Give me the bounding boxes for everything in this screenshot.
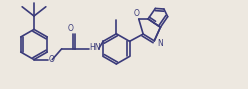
Text: N: N (157, 39, 162, 48)
Text: O: O (48, 55, 54, 64)
Text: HN: HN (89, 43, 100, 52)
Text: O: O (68, 24, 74, 33)
Text: O: O (134, 9, 140, 18)
